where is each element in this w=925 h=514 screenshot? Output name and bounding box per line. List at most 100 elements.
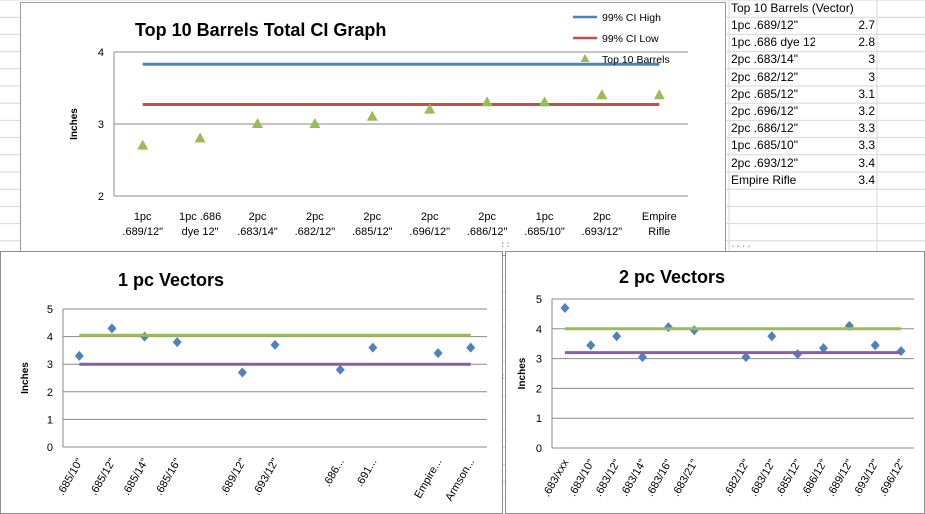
data-point [433, 348, 443, 359]
table-cell-value[interactable]: 3.4 [858, 155, 875, 170]
table-cell-label[interactable]: 2pc .693/12" [731, 155, 798, 170]
table-row[interactable]: 2pc .693/12" 3.4 [729, 155, 925, 172]
table-row[interactable]: 2pc .682/12" 3 [729, 69, 925, 86]
table-row[interactable]: 2pc .685/12" 3.1 [729, 86, 925, 103]
data-point [424, 103, 436, 114]
data-point [107, 323, 117, 334]
data-point [870, 340, 880, 351]
y-axis-label: Inches [517, 357, 528, 389]
data-point [586, 340, 596, 351]
data-point [741, 352, 751, 363]
table-cell-value[interactable]: 3.2 [858, 103, 875, 118]
barrel-data-table: Top 10 Barrels (Vector) 1pc .689/12" 2.7 1… [729, 0, 925, 189]
x-tick-label-line: .685/10" [524, 226, 565, 238]
table-cell-value[interactable]: 3.3 [858, 121, 875, 136]
x-tick-label: .686... [321, 457, 347, 489]
data-point [596, 89, 608, 100]
x-tick-label-line: .696/12" [409, 226, 450, 238]
data-point [481, 96, 493, 107]
table-row[interactable]: 2pc .683/14" 3 [729, 51, 925, 68]
y-tick-label: 1 [47, 414, 53, 426]
table-row[interactable]: Empire Rifle 3.4 [729, 172, 925, 189]
x-tick-label: Empire Rifle [642, 211, 677, 238]
x-tick-label: 1pc .685/10" [524, 211, 565, 238]
legend-entry: 99% CI Low [602, 33, 659, 45]
data-point [368, 342, 378, 353]
table-row[interactable]: 1pc .685/10" 3.3 [729, 137, 925, 154]
table-cell-label[interactable]: 1pc .685/10" [731, 138, 798, 153]
data-point [366, 110, 378, 121]
table-cell-label[interactable]: 2pc .685/12" [731, 86, 798, 101]
table-cell-value[interactable]: 3.4 [858, 172, 875, 187]
x-tick-label: 1pc .689/12" [122, 211, 163, 238]
table-cell-label[interactable]: 2pc .682/12" [731, 69, 798, 84]
data-point [767, 331, 777, 342]
table-row[interactable]: 1pc .686 dye 12" 2.8 [729, 34, 925, 51]
table-row[interactable]: 1pc .689/12" 2.7 [729, 17, 925, 34]
top10-chart[interactable]: Top 10 Barrels Total CI Graph Inches 2 3 4 1p… [20, 2, 726, 256]
y-tick-label: 3 [536, 354, 542, 366]
x-tick-label-line: 2pc [249, 211, 267, 223]
x-tick-label-line: .683/14" [237, 226, 278, 238]
x-tick-label-line: 1pc [536, 211, 554, 223]
x-tick-label-line: 2pc [363, 211, 381, 223]
x-tick-label-line: 2pc [593, 211, 611, 223]
x-tick-label-line: .685/12" [352, 226, 393, 238]
data-point [270, 339, 280, 350]
chart-resize-handle[interactable]: .... [730, 240, 752, 250]
data-point [74, 350, 84, 361]
table-cell-label[interactable]: 2pc .686/12" [731, 121, 798, 136]
data-point [539, 96, 550, 107]
data-point [137, 139, 149, 150]
table-cell-value[interactable]: 3.3 [858, 138, 875, 153]
x-tick-label-line: dye 12" [182, 226, 219, 238]
x-tick-label: 1pc .686 dye 12" [179, 211, 221, 238]
table-row[interactable]: 2pc .686/12" 3.3 [729, 120, 925, 137]
x-tick-label: .685/10" [55, 456, 86, 497]
y-tick-label: 3 [98, 119, 104, 131]
chart-selection-handle-side[interactable]: : [500, 372, 506, 382]
x-tick-label-line: 1pc [134, 211, 152, 223]
x-tick-label: .685/12" [88, 456, 119, 497]
two-pc-vectors-chart[interactable]: 2 pc Vectors Inches 0 1 2 3 4 5.683/xxx .683/10"… [505, 251, 925, 514]
table-title[interactable]: Top 10 Barrels (Vector) [731, 1, 854, 15]
table-cell-label[interactable]: 2pc .696/12" [731, 103, 798, 118]
one-pc-vectors-chart[interactable]: 1 pc Vectors Inches 0 1 2 3 4 5 .685/10" .685/12"… [0, 251, 503, 514]
data-point [309, 118, 321, 128]
x-tick-label: .693/12" [251, 456, 282, 497]
table-cell-label[interactable]: Empire Rifle [731, 172, 797, 187]
y-tick-label: 4 [47, 332, 53, 344]
chart-selection-handle-top[interactable]: :: [500, 240, 511, 250]
x-tick-label-line: .693/12" [582, 226, 623, 238]
one-pc-chart-canvas: 1 pc Vectors Inches 0 1 2 3 4 5 .685/10" .685/12"… [20, 270, 487, 504]
y-tick-label: 0 [536, 443, 542, 455]
x-tick-label: 2pc .682/12" [295, 211, 336, 238]
x-tick-label: Empire... [412, 457, 444, 501]
table-cell-value[interactable]: 3 [868, 52, 875, 67]
table-row[interactable]: 2pc .696/12" 3.2 [729, 103, 925, 120]
data-point [194, 132, 206, 143]
x-tick-label-line: 1pc .686 [179, 211, 221, 223]
x-tick-label: 2pc .683/14" [237, 211, 278, 238]
legend-entry: 99% CI High [602, 12, 661, 24]
x-tick-label-line: 2pc [421, 211, 439, 223]
top10-chart-canvas: Top 10 Barrels Total CI Graph Inches 2 3 4 1p… [69, 12, 688, 238]
table-cell-value[interactable]: 3 [868, 69, 875, 84]
table-cell-value[interactable]: 3.1 [858, 86, 875, 101]
two-pc-chart-canvas: 2 pc VectorsInches012345.683/xxx.683/10"… [517, 267, 914, 499]
x-tick-label: Armson... [443, 457, 477, 504]
data-point [335, 364, 345, 375]
x-tick-label: 2pc .685/12" [352, 211, 393, 238]
table-cell-value[interactable]: 2.8 [858, 35, 875, 50]
table-cell-label[interactable]: 1pc .689/12" [731, 18, 798, 32]
x-tick-label: .685/16" [153, 456, 184, 497]
table-cell-label[interactable]: 2pc .683/14" [731, 52, 798, 67]
y-tick-label: 0 [47, 442, 53, 454]
legend-entry: Top 10 Barrels [602, 54, 670, 66]
table-cell-value[interactable]: 2.7 [858, 18, 875, 32]
y-tick-label: 1 [536, 413, 542, 425]
x-tick-label-line: 2pc [478, 211, 496, 223]
data-point [653, 89, 665, 100]
table-cell-label[interactable]: 1pc .686 dye 12" [731, 35, 815, 50]
x-tick-label: 2pc .686/12" [467, 211, 508, 238]
